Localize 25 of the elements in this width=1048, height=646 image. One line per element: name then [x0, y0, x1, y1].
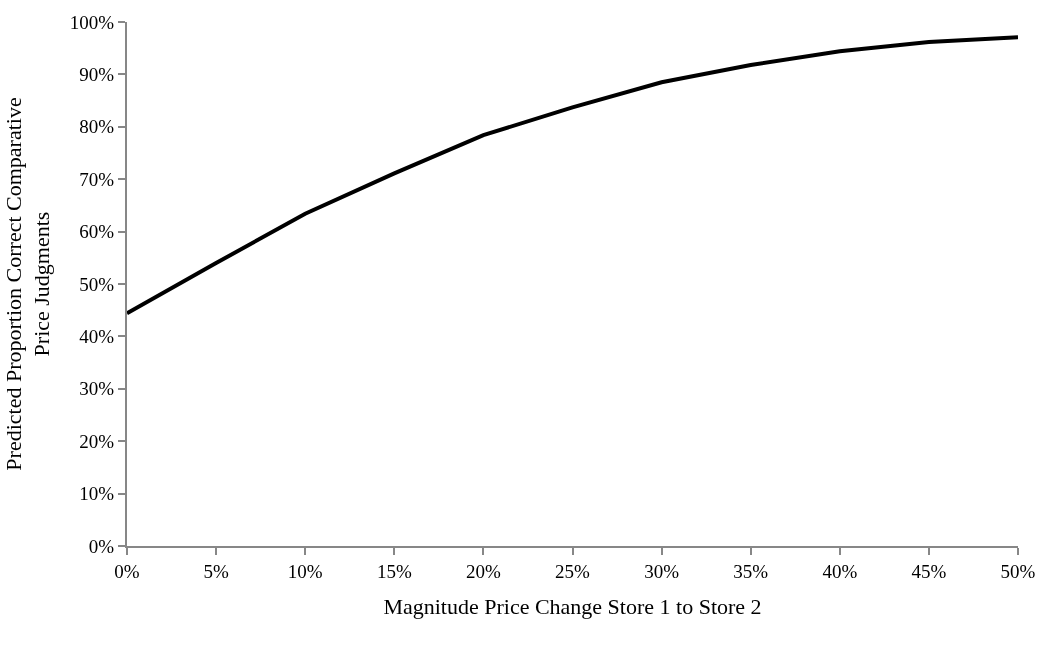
- x-tick-label: 10%: [287, 560, 323, 582]
- x-tick-label: 0%: [114, 560, 140, 582]
- y-tick-label: 80%: [79, 116, 115, 138]
- x-tick-label: 25%: [555, 560, 591, 582]
- y-tick-label: 100%: [69, 11, 115, 33]
- x-tick-label: 15%: [376, 560, 412, 582]
- y-tick-label: 30%: [79, 378, 115, 400]
- y-tick-label: 50%: [79, 273, 115, 295]
- y-axis-title: Predicted Proportion Correct Comparative Price Judgments: [0, 97, 55, 471]
- x-tick-label: 50%: [1000, 560, 1036, 582]
- x-tick-label: 35%: [733, 560, 769, 582]
- x-tick-label: 30%: [644, 560, 680, 582]
- y-tick-label: 60%: [79, 221, 115, 243]
- y-tick-label: 10%: [79, 483, 115, 505]
- y-tick-label: 20%: [79, 430, 115, 452]
- y-tick-label: 40%: [79, 326, 115, 348]
- y-tick-label: 70%: [79, 168, 115, 190]
- x-tick-label: 20%: [465, 560, 501, 582]
- y-tick-label: 0%: [88, 535, 115, 557]
- x-axis-title: Magnitude Price Change Store 1 to Store 2: [383, 594, 762, 620]
- x-tick-label: 40%: [822, 560, 858, 582]
- x-tick-label: 45%: [911, 560, 947, 582]
- line-series: [127, 35, 1018, 316]
- y-tick-label: 90%: [79, 64, 115, 86]
- x-tick-label: 5%: [203, 560, 229, 582]
